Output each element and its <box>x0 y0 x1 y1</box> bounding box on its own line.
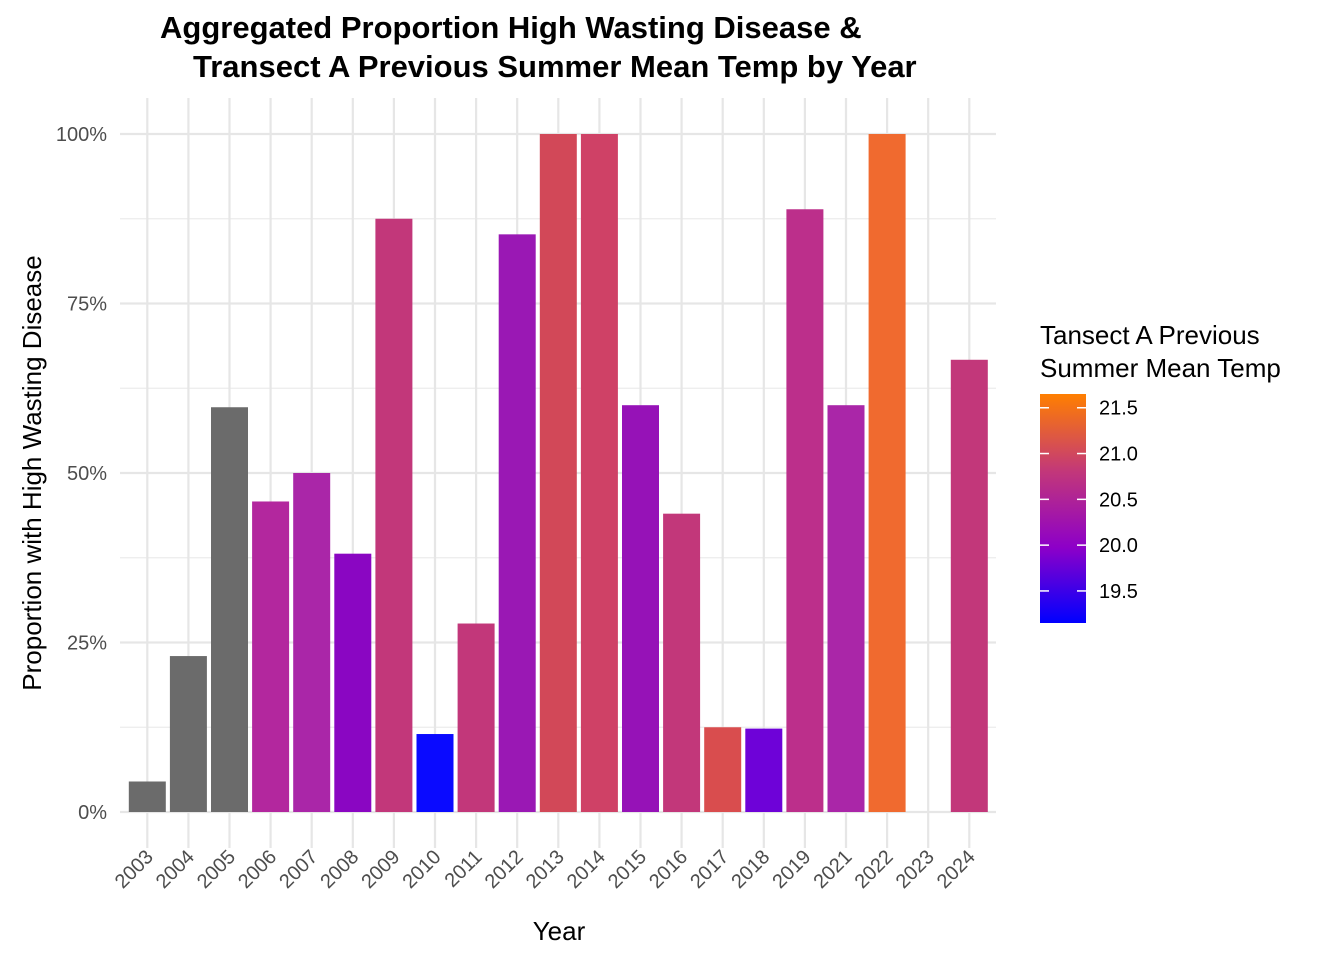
x-tick-label: 2018 <box>727 846 774 893</box>
bar-2008 <box>334 553 372 812</box>
bar-2005 <box>211 407 248 812</box>
legend-tick-label: 19.5 <box>1099 581 1138 603</box>
x-tick-labels: 2003200420052006200720082009201020112012… <box>111 846 980 893</box>
bar-2017 <box>704 727 742 812</box>
x-tick-label: 2007 <box>275 846 322 893</box>
bar-2015 <box>622 405 659 812</box>
x-tick-label: 2011 <box>441 846 487 892</box>
legend-ticks: 19.5 20.0 20.5 21.0 21.5 <box>1040 398 1138 603</box>
bar-2024 <box>950 359 988 812</box>
x-tick-label: 2022 <box>851 846 898 893</box>
legend-title-line1: Tansect A Previous <box>1040 320 1260 350</box>
legend-colorbar <box>1040 394 1086 623</box>
x-tick-label: 2016 <box>645 846 692 893</box>
x-tick-label: 2005 <box>193 846 240 893</box>
bar-2013 <box>539 134 577 812</box>
chart-title-line2: Transect A Previous Summer Mean Temp by … <box>193 49 917 84</box>
x-tick-label: 2004 <box>152 846 199 893</box>
x-tick-label: 2014 <box>563 846 610 893</box>
x-tick-label: 2023 <box>892 846 939 893</box>
legend-tick-label: 20.5 <box>1099 489 1138 511</box>
bar-2019 <box>786 209 824 812</box>
bar-2018 <box>745 728 783 812</box>
chart-title-line1: Aggregated Proportion High Wasting Disea… <box>160 10 862 45</box>
bar-2007 <box>293 473 331 812</box>
bar-2022 <box>868 134 906 812</box>
bar-2021 <box>827 405 865 812</box>
bar-2006 <box>252 501 290 812</box>
legend-tick-label: 21.5 <box>1099 398 1138 420</box>
x-tick-label: 2006 <box>234 846 281 893</box>
x-axis-title: Year <box>533 916 586 946</box>
bar-2009 <box>375 218 413 812</box>
bar-2012 <box>498 234 536 812</box>
y-tick-label: 100% <box>56 124 107 146</box>
x-tick-label: 2009 <box>357 846 404 893</box>
legend-tick-label: 21.0 <box>1099 444 1138 466</box>
x-tick-label: 2010 <box>399 846 446 893</box>
legend-title-line2: Summer Mean Temp <box>1040 353 1281 383</box>
x-tick-label: 2017 <box>686 846 733 893</box>
x-tick-label: 2012 <box>481 846 528 893</box>
x-tick-label: 2015 <box>604 846 651 893</box>
x-tick-label: 2003 <box>111 846 158 893</box>
x-tick-label: 2019 <box>768 846 815 893</box>
bar-2003 <box>128 781 166 812</box>
bar-2016 <box>663 513 701 812</box>
y-tick-label: 25% <box>67 633 107 655</box>
y-tick-label: 0% <box>78 802 107 824</box>
bar-2011 <box>457 623 495 812</box>
y-axis-title: Proportion with High Wasting Disease <box>17 255 47 690</box>
bar-2010 <box>416 734 454 812</box>
bars <box>128 134 988 812</box>
x-tick-label: 2013 <box>522 846 569 893</box>
x-tick-label: 2008 <box>316 846 363 893</box>
legend-tick-label: 20.0 <box>1099 535 1138 557</box>
bar-2014 <box>580 134 618 812</box>
y-tick-label: 50% <box>67 463 107 485</box>
y-tick-label: 75% <box>67 294 107 316</box>
x-tick-label: 2024 <box>933 846 980 893</box>
legend: Tansect A Previous Summer Mean Temp 19.5… <box>1040 320 1281 623</box>
y-tick-labels: 0% 25% 50% 75% 100% <box>56 124 107 824</box>
x-tick-label: 2021 <box>810 846 857 893</box>
bar-2004 <box>169 656 207 812</box>
